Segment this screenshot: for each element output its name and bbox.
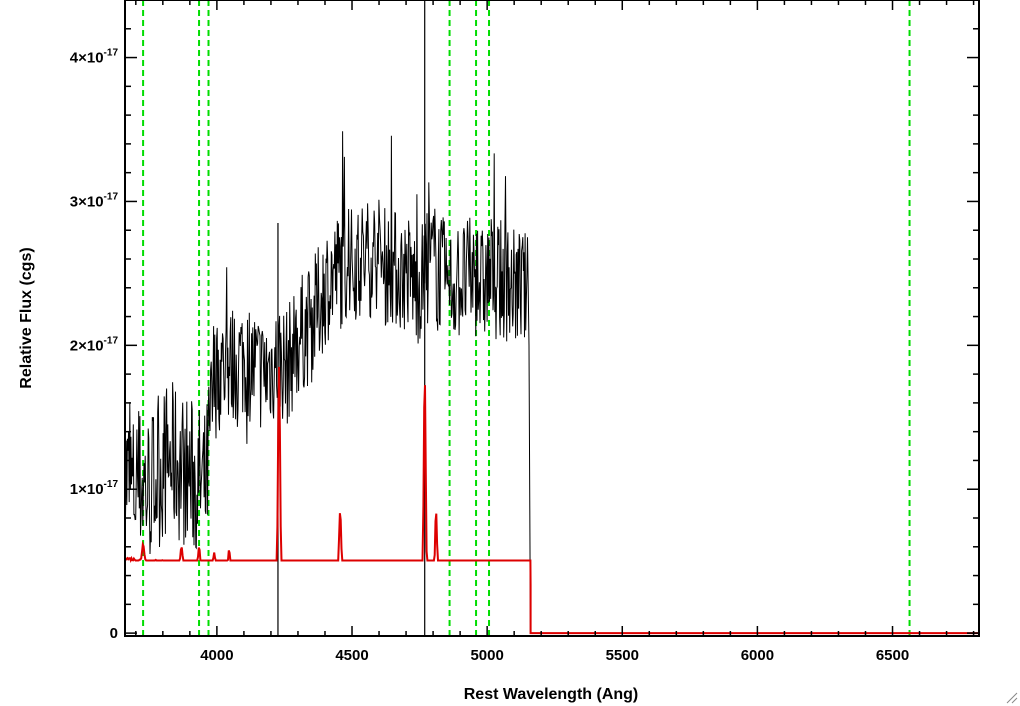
axis-ticks xyxy=(125,0,979,636)
tick-labels: 4000 4500 5000 5500 6000 6500 0 1×10-17 2×10-17 3… xyxy=(70,48,909,664)
model-spectrum-line xyxy=(125,366,979,635)
x-tick-label: 6000 xyxy=(741,647,774,664)
x-tick-label: 6500 xyxy=(876,647,909,664)
y-axis-title: Relative Flux (cgs) xyxy=(18,247,35,388)
resize-grip-icon[interactable] xyxy=(1004,690,1018,704)
y-tick-label: 0 xyxy=(110,625,118,642)
observed-spectrum-line xyxy=(124,131,979,634)
x-tick-label: 5500 xyxy=(606,647,639,664)
y-tick-label: 4×10-17 xyxy=(70,48,119,67)
x-axis-title: Rest Wavelength (Ang) xyxy=(464,686,639,703)
x-tick-label: 4000 xyxy=(200,647,233,664)
y-tick-label: 3×10-17 xyxy=(70,191,119,210)
x-tick-label: 4500 xyxy=(335,647,368,664)
y-tick-label: 1×10-17 xyxy=(70,479,119,498)
y-tick-label: 2×10-17 xyxy=(70,335,119,354)
spectrum-lines xyxy=(124,0,979,636)
plot-frame xyxy=(124,0,980,637)
x-tick-label: 5000 xyxy=(470,647,503,664)
